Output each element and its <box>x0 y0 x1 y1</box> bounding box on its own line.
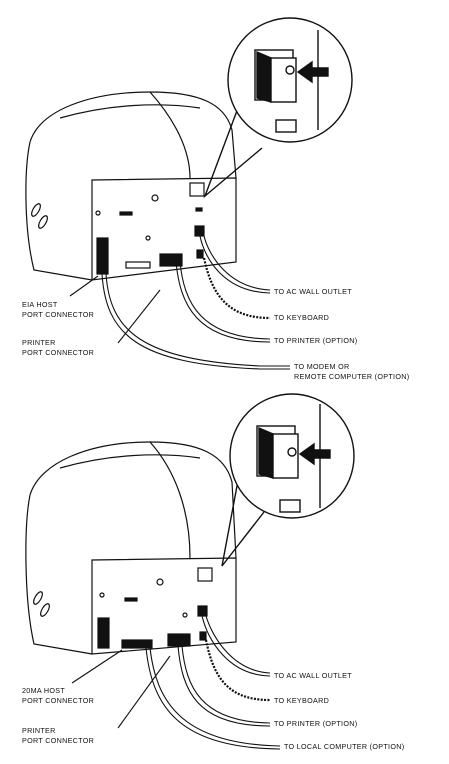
label-to-local-computer-option: TO LOCAL COMPUTER (OPTION) <box>284 742 405 751</box>
label-eia-host-port-connector: EIA HOST PORT CONNECTOR <box>22 300 95 319</box>
power-switch-callout-bottom <box>221 393 355 567</box>
label-to-keyboard-top: TO KEYBOARD <box>274 313 330 322</box>
cables-bottom <box>71 615 281 750</box>
terminal-illustration-bottom <box>25 441 237 655</box>
label-printer-port-connector-bottom: PRINTER PORT CONNECTOR <box>22 726 95 745</box>
label-to-ac-wall-outlet-top: TO AC WALL OUTLET <box>274 287 352 296</box>
label-to-printer-option-top: TO PRINTER (OPTION) <box>274 336 358 345</box>
label-to-ac-wall-outlet-bottom: TO AC WALL OUTLET <box>274 671 352 680</box>
label-to-printer-option-bottom: TO PRINTER (OPTION) <box>274 719 358 728</box>
cables-top <box>69 235 290 370</box>
terminal-illustration-top <box>25 91 237 281</box>
label-to-keyboard-bottom: TO KEYBOARD <box>274 696 330 705</box>
label-printer-port-connector-top: PRINTER PORT CONNECTOR <box>22 338 95 357</box>
label-to-modem-or-remote-computer: TO MODEM OR REMOTE COMPUTER (OPTION) <box>294 362 410 381</box>
power-switch-callout-top <box>203 17 353 199</box>
label-20ma-host-port-connector: 20mA HOST PORT CONNECTOR <box>22 686 95 705</box>
